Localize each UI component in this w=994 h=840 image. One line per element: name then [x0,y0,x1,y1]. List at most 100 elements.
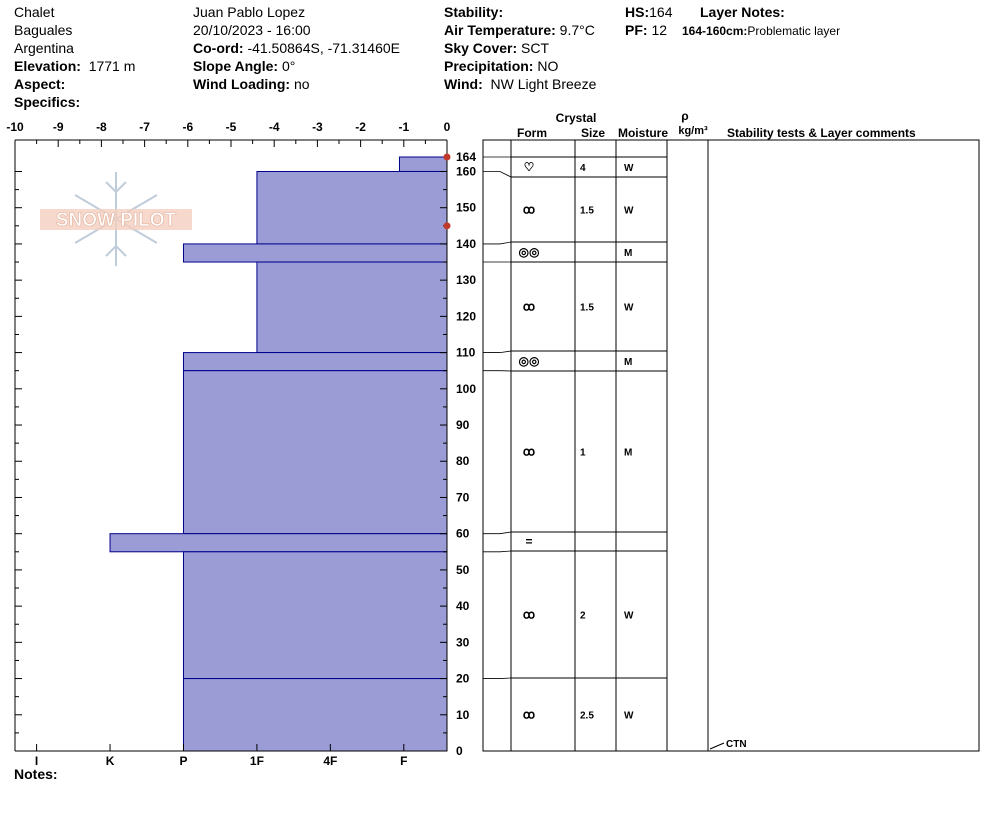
layer-form-8: ꝏ [523,708,535,722]
y-tick-label-17: 164 [456,150,476,164]
layer-form-7: ꝏ [523,608,535,622]
hardness-bar-8 [182,678,448,752]
bottom-tick-label-0: I [35,754,38,768]
moisture-header: Moisture [618,126,668,140]
header-site: Chalet [14,4,55,20]
layer-moisture-2: M [624,248,632,259]
layer-size-7: 2 [580,611,586,622]
header-layer-notes-label: Layer Notes: [700,4,785,20]
wind-loading-value: no [293,76,310,92]
hardness-bar-7 [182,551,448,680]
layer-moisture-5: M [624,448,632,459]
y-tick-label-9: 90 [456,418,470,432]
layer-form-2: ◎◎ [519,245,540,259]
form-header: Form [517,126,547,140]
hs-value: 164 [649,4,673,20]
y-tick-label-5: 50 [456,563,470,577]
sky-value: SCT [521,40,550,56]
header-elevation: Elevation: 1771 m [14,57,135,75]
elevation-label: Elevation: [14,58,81,74]
pf-value: 12 [651,22,668,38]
snowpilot-logo: SNOW PILOT [40,172,192,266]
header-sky: Sky Cover: SCT [444,39,549,57]
top-tick-label-3: -7 [139,120,150,134]
layer-moisture-0: W [624,163,634,174]
layer-form-4: ◎◎ [519,354,540,368]
layer-form-1: ꝏ [523,203,535,217]
sky-label: Sky Cover: [444,40,518,56]
layer-moisture-4: M [624,357,632,368]
header-stability-label: Stability: [444,4,504,20]
table-connector-7 [483,550,512,553]
layer-note-text: Problematic layer [747,24,841,38]
y-tick-label-2: 20 [456,672,470,686]
layer-form-0: ♡ [524,160,535,174]
rho-header: ρ [681,109,688,123]
top-tick-label-2: -8 [96,120,107,134]
header-layer-note: 164-160cm:Problematic layer [682,22,840,40]
header-specifics-label: Specifics: [14,94,81,110]
pf-label: PF: [625,22,648,38]
header-observer: Juan Pablo Lopez [193,4,306,20]
depth-marker-0 [443,153,451,161]
layer-moisture-1: W [624,206,634,217]
top-tick-label-10: 0 [444,120,451,134]
comments-header: Stability tests & Layer comments [727,126,916,140]
top-tick-label-9: -1 [398,120,409,134]
y-tick-label-6: 60 [456,527,470,541]
stability-test-arrow-0 [709,742,725,750]
header-coord: Co-ord: -41.50864S, -71.31460E [193,39,400,57]
header-location: Baguales [14,22,73,38]
layer-size-0: 4 [580,163,586,174]
y-tick-label-12: 120 [456,309,476,323]
y-tick-label-13: 130 [456,273,476,287]
layer-form-3: ꝏ [523,300,535,314]
top-tick-label-8: -2 [355,120,366,134]
top-tick-label-0: -10 [6,120,24,134]
y-tick-label-14: 140 [456,237,476,251]
bottom-tick-label-5: F [400,754,407,768]
header-hs: HS:164 [625,3,672,21]
slope-label: Slope Angle: [193,58,279,74]
y-tick-label-10: 100 [456,382,476,396]
bottom-tick-label-1: K [106,754,115,768]
wind-value: NW Light Breeze [490,76,597,92]
y-tick-label-16: 160 [456,164,476,178]
header-country: Argentina [14,40,74,56]
y-tick-label-11: 110 [456,346,476,360]
layer-note-range: 164-160cm: [682,24,748,38]
coord-value: -41.50864S, -71.31460E [247,40,401,56]
layer-size-5: 1 [580,448,586,459]
table-connector-6 [483,531,512,535]
coord-label: Co-ord: [193,40,244,56]
layer-form-6: = [525,535,532,549]
layer-moisture-3: W [624,303,634,314]
hardness-bar-4 [182,352,448,372]
hardness-bar-3 [256,261,448,354]
precip-value: NO [537,58,559,74]
hardness-bar-1 [256,170,448,245]
precip-label: Precipitation: [444,58,534,74]
top-tick-label-6: -4 [269,120,280,134]
header-slope: Slope Angle: 0° [193,57,295,75]
header-wind-loading: Wind Loading: no [193,75,310,93]
y-tick-label-1: 10 [456,708,470,722]
logo-text: SNOW PILOT [56,210,177,231]
bottom-tick-label-2: P [179,754,187,768]
layer-size-3: 1.5 [580,303,594,314]
wind-label: Wind: [444,76,483,92]
depth-marker-1 [443,222,451,230]
stability-test-label-0: CTN [726,739,747,750]
hardness-bar-5 [182,370,448,535]
size-header: Size [581,126,605,140]
table-header: Crystal Form Size Moisture ρ kg/m³ Stabi… [517,109,916,140]
y-tick-label-0: 0 [456,744,463,758]
air-temp-label: Air Temperature: [444,22,556,38]
header-air-temp: Air Temperature: 9.7°C [444,21,595,39]
header-pf: PF: 12 [625,21,667,39]
header-wind: Wind: NW Light Breeze [444,75,596,93]
layer-moisture-7: W [624,611,634,622]
layer-form-5: ꝏ [523,445,535,459]
air-temp-value: 9.7°C [559,22,595,38]
